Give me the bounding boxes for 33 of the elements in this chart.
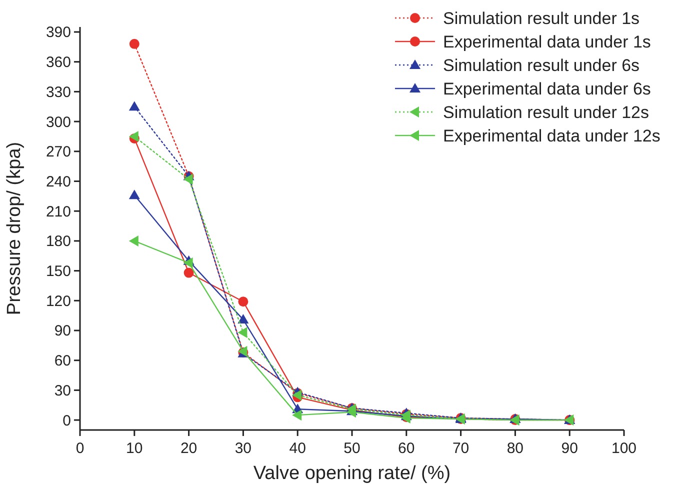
- legend-label: Simulation result under 6s: [443, 56, 640, 75]
- x-tick-label: 90: [561, 440, 578, 457]
- y-tick-label: 240: [46, 173, 71, 190]
- x-axis-title: Valve opening rate/ (%): [253, 463, 451, 484]
- y-tick-label: 360: [46, 54, 71, 72]
- y-tick-label: 90: [54, 322, 71, 340]
- legend-label: Experimental data under 6s: [443, 79, 651, 98]
- y-tick-label: 300: [46, 114, 71, 131]
- y-tick-label: 60: [54, 352, 71, 370]
- y-tick-label: 330: [46, 84, 71, 101]
- y-axis-title: Pressure drop/ (kpa): [4, 142, 25, 316]
- x-tick-label: 80: [506, 440, 524, 457]
- x-tick-label: 50: [344, 440, 360, 457]
- legend-label: Experimental data under 12s: [443, 126, 660, 146]
- y-tick-label: 390: [46, 24, 71, 42]
- legend-label: Simulation result under 12s: [443, 102, 650, 122]
- y-tick-label: 150: [46, 263, 71, 280]
- y-tick-label: 120: [46, 292, 71, 310]
- x-tick-label: 100: [611, 440, 637, 457]
- y-tick-label: 30: [54, 382, 71, 400]
- y-tick-label: 270: [46, 144, 71, 161]
- x-tick-label: 20: [180, 440, 198, 457]
- x-tick-label: 70: [452, 440, 470, 457]
- x-tick-label: 10: [126, 440, 143, 457]
- x-tick-label: 0: [76, 440, 84, 457]
- legend-label: Simulation result under 1s: [443, 8, 640, 28]
- x-tick-label: 40: [289, 440, 306, 457]
- y-tick-label: 210: [46, 203, 71, 220]
- legend-label: Experimental data under 1s: [443, 32, 651, 52]
- y-tick-label: 180: [46, 233, 71, 250]
- x-tick-label: 30: [234, 440, 252, 457]
- x-tick-label: 60: [398, 440, 415, 457]
- y-tick-label: 0: [62, 412, 71, 430]
